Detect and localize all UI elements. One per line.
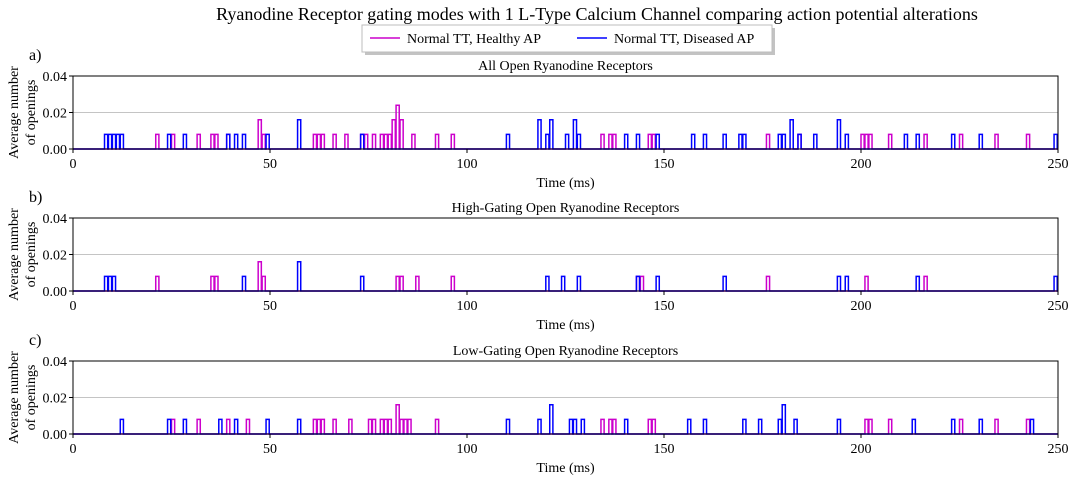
x-tick-label: 150	[654, 157, 675, 172]
x-tick-label: 100	[457, 157, 478, 172]
x-tick-label: 0	[70, 157, 77, 172]
x-axis-label: Time (ms)	[536, 461, 595, 476]
x-tick-label: 0	[70, 442, 77, 457]
series-line-diseased	[73, 261, 1058, 292]
x-tick-label: 0	[70, 299, 77, 314]
legend-box	[361, 24, 773, 53]
legend: Normal TT, Healthy AP Normal TT, Disease…	[361, 24, 775, 55]
x-axis-label: Time (ms)	[536, 176, 595, 191]
x-axis-label: Time (ms)	[536, 318, 595, 333]
x-tick-label: 50	[263, 442, 277, 457]
panel-title: Low-Gating Open Ryanodine Receptors	[453, 344, 678, 359]
x-tick-label: 200	[851, 442, 872, 457]
y-axis-label: Average number	[7, 208, 22, 301]
x-tick-label: 250	[1048, 157, 1069, 172]
x-tick-label: 250	[1048, 442, 1069, 457]
y-axis-label: of openings	[24, 222, 39, 288]
x-tick-label: 50	[263, 299, 277, 314]
panel-letter: c)	[29, 332, 41, 349]
legend-label-diseased: Normal TT, Diseased AP	[614, 32, 754, 47]
y-tick-label: 0.00	[43, 285, 68, 300]
x-tick-label: 200	[851, 157, 872, 172]
series-line-diseased	[73, 404, 1058, 435]
y-tick-label: 0.04	[43, 70, 68, 85]
panel-letter: a)	[29, 47, 41, 64]
y-tick-label: 0.02	[43, 392, 68, 407]
figure-title: Ryanodine Receptor gating modes with 1 L…	[216, 4, 978, 24]
y-axis-label: Average number	[7, 66, 22, 159]
panel-low-gating: 0 50 100 150 200 250 0.00 0.02 0.04 Low-Gating Op…	[7, 332, 1069, 476]
y-axis-label: of openings	[24, 365, 39, 431]
panel-title: All Open Ryanodine Receptors	[478, 59, 653, 74]
panels: 0 50 100 150 200 250 0.00 0.02 0.04 All Open Ryan…	[7, 47, 1069, 476]
x-tick-label: 200	[851, 299, 872, 314]
y-tick-label: 0.04	[43, 212, 68, 227]
x-tick-label: 100	[457, 442, 478, 457]
y-axis-label: of openings	[24, 80, 39, 146]
y-axis-label: Average number	[7, 351, 22, 444]
y-tick-label: 0.04	[43, 355, 68, 370]
y-tick-label: 0.02	[43, 107, 68, 122]
series-line-diseased	[73, 119, 1058, 150]
panel-all-open: 0 50 100 150 200 250 0.00 0.02 0.04 All Open Ryan…	[7, 47, 1069, 191]
y-tick-label: 0.00	[43, 428, 68, 443]
panel-high-gating: 0 50 100 150 200 250 0.00 0.02 0.04 High-Gating O…	[7, 189, 1069, 333]
x-tick-label: 50	[263, 157, 277, 172]
legend-label-healthy: Normal TT, Healthy AP	[407, 32, 541, 47]
y-tick-label: 0.02	[43, 249, 68, 264]
x-tick-label: 150	[654, 299, 675, 314]
x-tick-label: 150	[654, 442, 675, 457]
y-tick-label: 0.00	[43, 143, 68, 158]
series-line-healthy	[73, 261, 1058, 292]
panel-title: High-Gating Open Ryanodine Receptors	[452, 201, 680, 216]
x-tick-label: 100	[457, 299, 478, 314]
x-tick-label: 250	[1048, 299, 1069, 314]
panel-letter: b)	[29, 189, 42, 206]
